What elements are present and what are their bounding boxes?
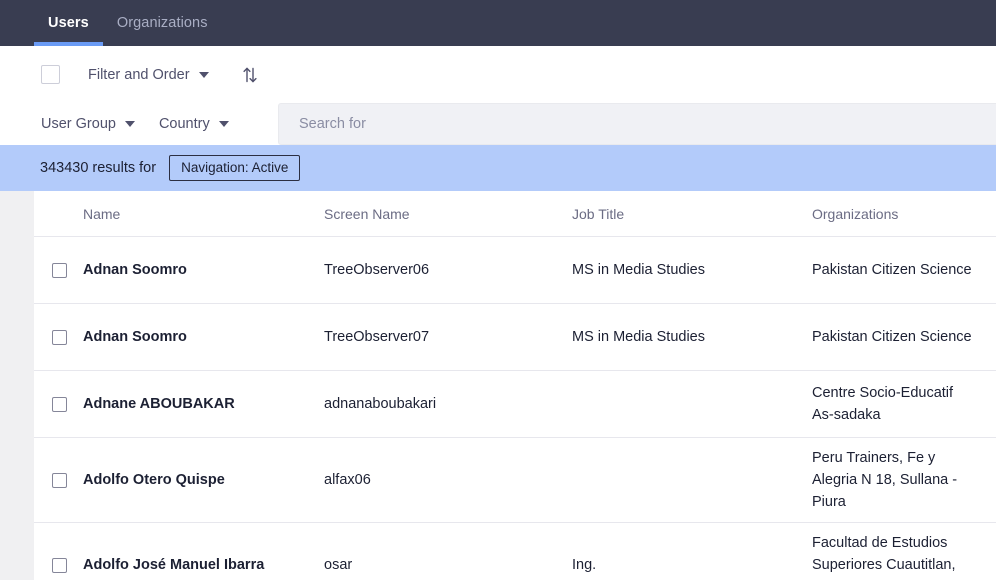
column-header-organizations[interactable]: Organizations bbox=[812, 205, 899, 222]
row-checkbox-cell bbox=[34, 557, 83, 573]
cell-job-title bbox=[572, 395, 812, 413]
cell-job-title: MS in Media Studies bbox=[572, 262, 705, 278]
chevron-down-icon bbox=[198, 71, 209, 78]
cell-organizations: Pakistan Citizen Science bbox=[812, 329, 972, 345]
cell-name: Adnane ABOUBAKAR bbox=[83, 396, 235, 412]
chevron-down-icon bbox=[124, 121, 135, 127]
table-row[interactable]: Adolfo José Manuel Ibarra osar Ing. Facu… bbox=[34, 523, 996, 580]
table-header-row: Name Screen Name Job Title Organizations bbox=[34, 191, 996, 237]
column-header-screen-name[interactable]: Screen Name bbox=[324, 205, 410, 222]
row-select-checkbox[interactable] bbox=[52, 472, 67, 488]
cell-name: Adnan Soomro bbox=[83, 262, 187, 278]
tab-users[interactable]: Users bbox=[34, 0, 103, 46]
row-checkbox-cell bbox=[34, 329, 83, 345]
cell-organizations: Facultad de Estudios Superiores Cuautitl… bbox=[812, 535, 956, 580]
column-header-job-title[interactable]: Job Title bbox=[572, 205, 625, 222]
cell-name: Adnan Soomro bbox=[83, 329, 187, 345]
toolbar-secondary-row: User Group Country bbox=[0, 103, 229, 145]
row-checkbox-cell bbox=[34, 396, 83, 412]
user-group-label: User Group bbox=[41, 116, 116, 132]
cell-name: Adolfo Otero Quispe bbox=[83, 472, 225, 488]
tab-list: Users Organizations bbox=[0, 0, 222, 46]
row-select-checkbox[interactable] bbox=[52, 396, 67, 412]
toolbar-primary-row: Filter and Order bbox=[0, 46, 996, 103]
cell-job-title: Ing. bbox=[572, 557, 597, 573]
cell-screen-name: TreeObserver07 bbox=[324, 329, 430, 345]
cell-job-title: MS in Media Studies bbox=[572, 329, 705, 345]
chevron-down-icon bbox=[218, 121, 229, 127]
country-label: Country bbox=[158, 116, 210, 132]
management-toolbar: Filter and Order User Group bbox=[0, 46, 996, 145]
user-group-dropdown[interactable]: User Group bbox=[41, 116, 135, 132]
cell-organizations: Pakistan Citizen Science bbox=[812, 262, 972, 278]
cell-organizations: Peru Trainers, Fe y Alegria N 18, Sullan… bbox=[812, 450, 958, 510]
row-select-checkbox[interactable] bbox=[52, 329, 67, 345]
table-row[interactable]: Adnan Soomro TreeObserver06 MS in Media … bbox=[34, 237, 996, 304]
cell-name: Adolfo José Manuel Ibarra bbox=[83, 557, 265, 573]
select-all-checkbox[interactable] bbox=[41, 65, 60, 84]
column-header-name[interactable]: Name bbox=[83, 205, 121, 222]
search-box[interactable] bbox=[278, 103, 996, 145]
filter-and-order-label: Filter and Order bbox=[88, 66, 190, 83]
table-scroll-region[interactable]: Name Screen Name Job Title Organizations… bbox=[0, 191, 996, 580]
search-input[interactable] bbox=[279, 104, 996, 144]
results-bar: 343430 results for Navigation: Active bbox=[0, 145, 996, 191]
country-dropdown[interactable]: Country bbox=[159, 116, 229, 132]
cell-screen-name: adnanaboubakari bbox=[324, 396, 437, 412]
row-checkbox-cell bbox=[34, 262, 83, 278]
table-row[interactable]: Adnane ABOUBAKAR adnanaboubakari Centre … bbox=[34, 371, 996, 438]
top-navigation-bar: Users Organizations bbox=[0, 0, 996, 46]
filter-and-order-dropdown[interactable]: Filter and Order bbox=[88, 67, 209, 83]
sort-updown-icon[interactable] bbox=[239, 64, 261, 86]
results-count-text: 343430 results for bbox=[40, 160, 157, 176]
cell-screen-name: TreeObserver06 bbox=[324, 262, 430, 278]
row-checkbox-cell bbox=[34, 472, 83, 488]
table-row[interactable]: Adnan Soomro TreeObserver07 MS in Media … bbox=[34, 304, 996, 371]
cell-screen-name: alfax06 bbox=[324, 472, 371, 488]
users-table: Name Screen Name Job Title Organizations… bbox=[34, 191, 996, 580]
row-select-checkbox[interactable] bbox=[52, 262, 67, 278]
tab-organizations-label: Organizations bbox=[116, 15, 208, 31]
tab-users-label: Users bbox=[48, 15, 89, 31]
cell-screen-name: osar bbox=[324, 557, 353, 573]
cell-organizations: Centre Socio-Educatif As-sadaka bbox=[812, 385, 954, 423]
filter-chip-navigation[interactable]: Navigation: Active bbox=[169, 154, 301, 182]
tab-organizations[interactable]: Organizations bbox=[103, 0, 222, 46]
table-row[interactable]: Adolfo Otero Quispe alfax06 Peru Trainer… bbox=[34, 438, 996, 523]
cell-job-title bbox=[572, 471, 812, 489]
row-select-checkbox[interactable] bbox=[52, 557, 67, 573]
